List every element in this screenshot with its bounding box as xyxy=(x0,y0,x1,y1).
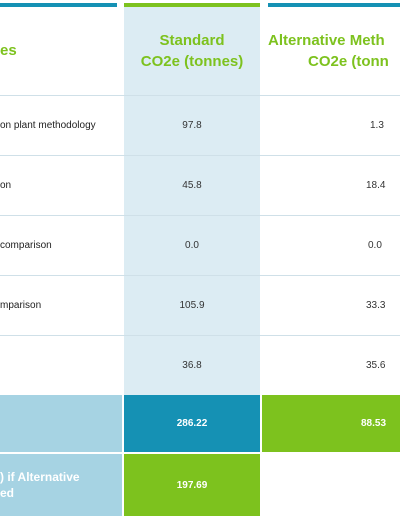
row-standard-value: 45.8 xyxy=(182,179,202,191)
row-divider xyxy=(0,95,400,96)
header-bar-labels xyxy=(0,3,117,7)
alternative-column-header: Alternative Meth CO2e (tonn xyxy=(268,30,400,72)
alternative-header-line2: CO2e (tonn xyxy=(308,53,389,70)
row-alternative-value: 35.6 xyxy=(366,359,386,371)
standard-column-bg xyxy=(124,95,260,395)
row-alternative-value: 0.0 xyxy=(368,239,382,251)
standard-header-cell xyxy=(124,7,260,95)
saving-label-line1: ) if Alternative xyxy=(0,470,80,484)
total-standard-value: 286.22 xyxy=(124,395,260,452)
standard-header-line2: CO2e (tonnes) xyxy=(140,53,244,70)
row-standard-value: 0.0 xyxy=(185,239,199,251)
row-divider xyxy=(0,155,400,156)
alternative-header-line1: Alternative Meth xyxy=(268,32,385,49)
row-label: on xyxy=(0,179,12,191)
row-label: on plant methodology xyxy=(0,119,96,131)
row-divider xyxy=(0,215,400,216)
row-standard-value: 105.9 xyxy=(179,299,205,311)
row-divider xyxy=(0,275,400,276)
saving-value: 197.69 xyxy=(124,454,260,516)
row-alternative-value: 1.3 xyxy=(370,119,384,131)
col0-header: es xyxy=(0,42,17,59)
row-label: comparison xyxy=(0,239,52,251)
row-label: mparison xyxy=(0,299,42,311)
total-label-cell xyxy=(0,395,122,452)
row-label xyxy=(0,335,122,395)
row-standard-value: 97.8 xyxy=(182,119,202,131)
row-alternative-value: 18.4 xyxy=(366,179,386,191)
row-divider xyxy=(0,335,400,336)
standard-header-line1: Standard xyxy=(159,32,225,49)
header-bar-alternative xyxy=(268,3,400,7)
header-bar-standard xyxy=(124,3,260,7)
row-standard-value: 36.8 xyxy=(182,359,202,371)
saving-label-cell: ) if Alternative ed xyxy=(0,454,122,516)
total-alternative-value: 88.53 xyxy=(262,395,400,452)
saving-label-line2: ed xyxy=(0,486,15,500)
row-alternative-value: 33.3 xyxy=(366,299,386,311)
standard-column-header: Standard CO2e (tonnes) xyxy=(124,30,260,72)
data-rows: on plant methodology 97.8 1.3 on 45.8 18… xyxy=(0,95,400,395)
